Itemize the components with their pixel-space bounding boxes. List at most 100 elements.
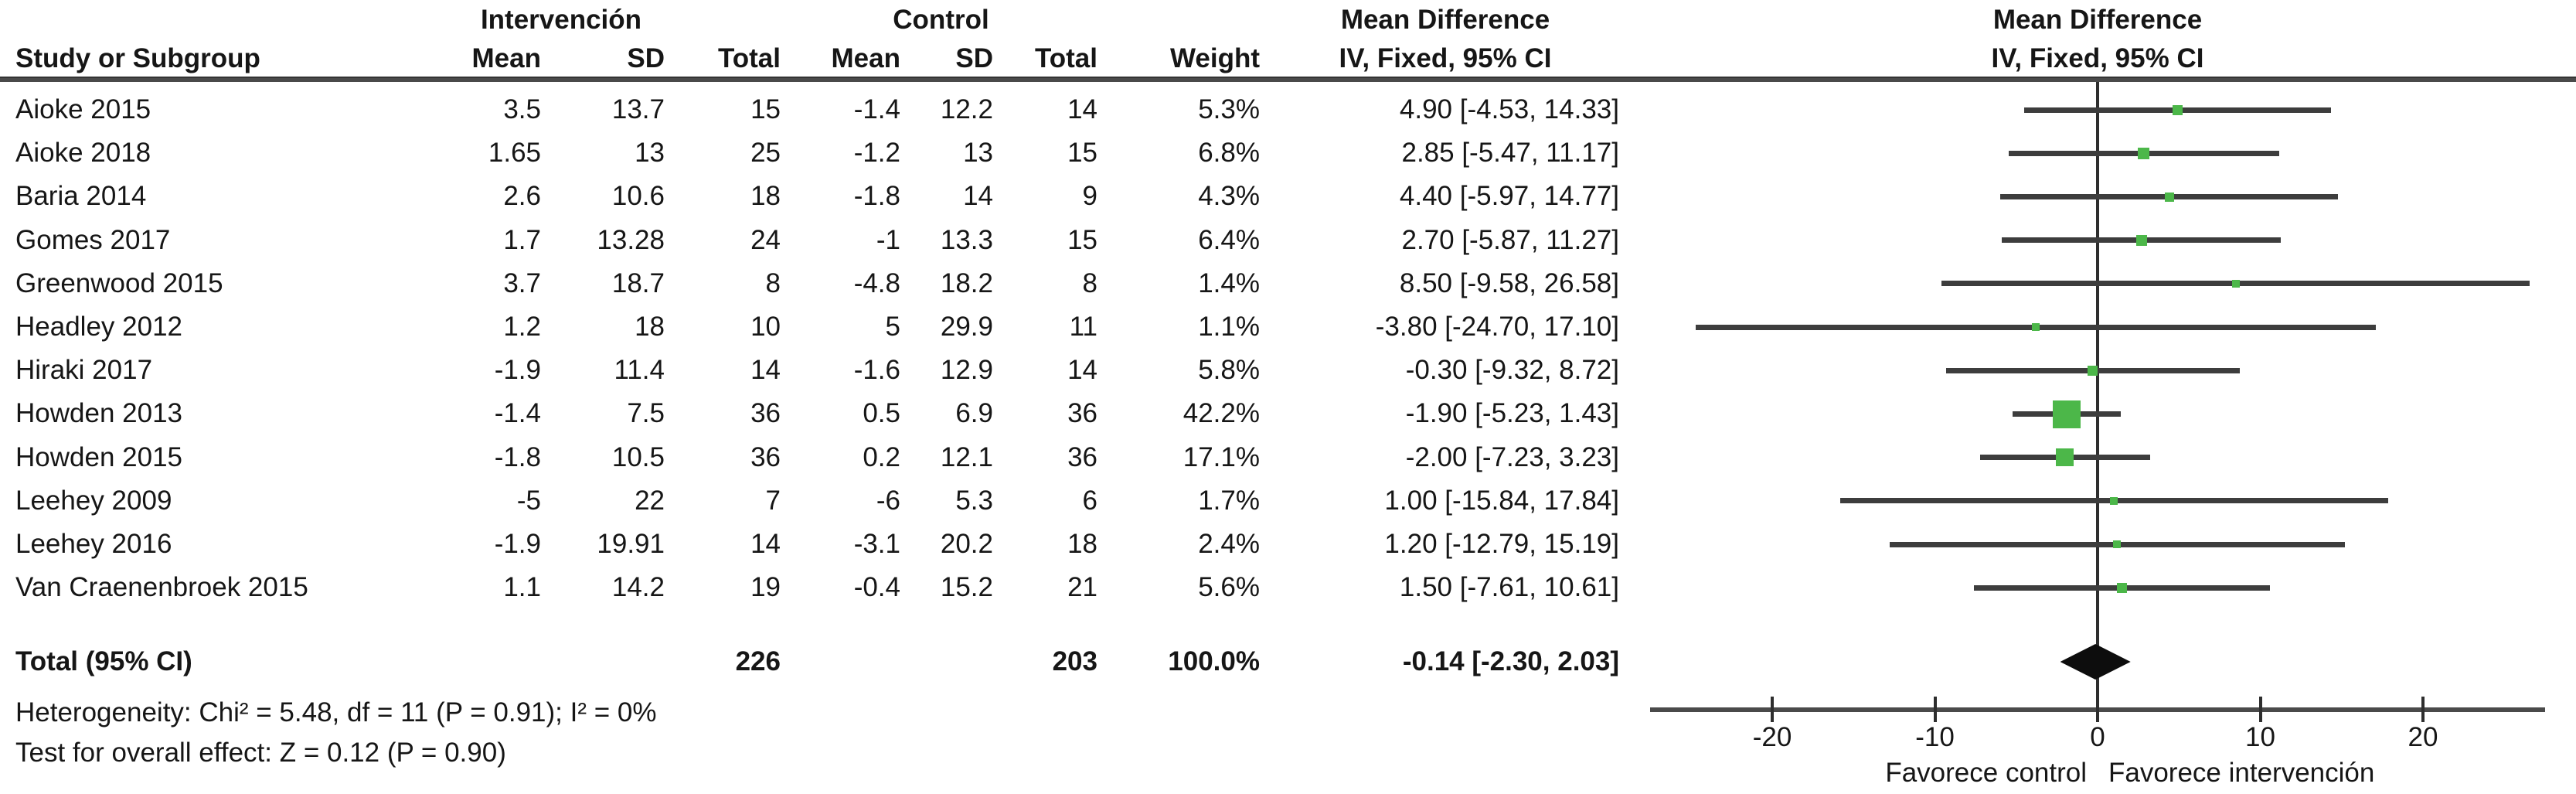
ctrl-mean-value: -1.8 [853,181,900,212]
int-total-value: 10 [750,312,781,342]
ctrl-sd-value: 12.2 [940,94,993,124]
ctrl-mean-value: -0.4 [853,572,900,603]
study-row: Leehey 2009 -5 22 7 -6 5.3 6 1.7% 1.00 [-15.84, … [0,479,1631,523]
study-name: Howden 2015 [15,441,182,472]
study-name: Aioke 2015 [15,94,151,124]
int-total-value: 18 [750,181,781,212]
column-header-iv-fixed-ci-text: IV, Fixed, 95% CI [1339,43,1552,73]
effect-marker [2117,582,2128,593]
column-header-int-total: Total [717,43,781,73]
weight-value: 6.4% [1198,224,1260,255]
int-mean-value: -1.9 [494,355,541,386]
int-total-value: 24 [750,224,781,255]
weight-value: 4.3% [1198,181,1260,212]
int-total-value: 15 [750,94,781,124]
ci-text-value: -1.90 [-5.23, 1.43] [1405,398,1619,429]
int-mean-value: 2.6 [503,181,541,212]
effect-marker [2053,400,2081,428]
int-sd-value: 13.28 [597,224,665,255]
study-name: Aioke 2018 [15,138,151,169]
int-sd-value: 14.2 [611,572,665,603]
column-header-ctrl-total: Total [1034,43,1097,73]
int-total-value: 19 [750,572,781,603]
study-row: Greenwood 2015 3.7 18.7 8 -4.8 18.2 8 1.4% 8.50 … [0,262,1631,305]
study-row: Leehey 2016 -1.9 19.91 14 -3.1 20.2 18 2.4% 1.20… [0,523,1631,566]
study-name: Howden 2013 [15,398,182,429]
ctrl-mean-value: -3.1 [853,529,900,559]
study-row: Aioke 2015 3.5 13.7 15 -1.4 12.2 14 5.3% 4.90 [-… [0,88,1631,131]
ctrl-sd-value: 12.9 [940,355,993,386]
int-mean-value: -1.8 [494,441,541,472]
ctrl-mean-value: 0.2 [863,441,900,472]
ctrl-sd-value: 13 [963,138,993,169]
column-header-mean-difference-text: Mean Difference [1340,5,1550,35]
favors-intervention-label: Favorece intervención [2108,758,2375,788]
int-sd-value: 7.5 [627,398,665,429]
column-header-ctrl-sd: SD [955,43,993,73]
total-ci-text: -0.14 [-2.30, 2.03] [1402,646,1619,676]
effect-marker [2113,540,2122,549]
column-header-ctrl-mean: Mean [831,43,900,73]
ctrl-mean-value: -4.8 [853,268,900,298]
ctrl-sd-value: 29.9 [940,312,993,342]
axis-tick-label: 10 [2245,722,2275,752]
column-header-int-mean: Mean [471,43,541,73]
int-total-value: 36 [750,441,781,472]
ci-text-value: 2.85 [-5.47, 11.17] [1401,138,1619,169]
ctrl-sd-value: 12.1 [940,441,993,472]
int-sd-value: 13.7 [611,94,665,124]
ci-text-value: -3.80 [-24.70, 17.10] [1375,312,1619,342]
study-row: Baria 2014 2.6 10.6 18 -1.8 14 9 4.3% 4.40 [-5.9… [0,175,1631,218]
ci-text-value: -2.00 [-7.23, 3.23] [1405,441,1619,472]
ctrl-total-value: 36 [1067,398,1097,429]
axis-tick-label: -20 [1752,722,1792,752]
effect-marker [2231,279,2240,288]
ctrl-mean-value: -1.4 [853,94,900,124]
group-header-control: Control [893,5,989,35]
study-row: Howden 2015 -1.8 10.5 36 0.2 12.1 36 17.1% -2.00… [0,436,1631,479]
heterogeneity-note: Heterogeneity: Chi² = 5.48, df = 11 (P =… [15,697,657,728]
int-sd-value: 13 [635,138,665,169]
int-mean-value: -5 [516,485,541,516]
column-header-weight: Weight [1169,43,1260,73]
int-mean-value: 1.7 [503,224,541,255]
int-sd-value: 18.7 [611,268,665,298]
ctrl-total-value: 36 [1067,441,1097,472]
ctrl-sd-value: 14 [963,181,993,212]
ci-text-value: 4.90 [-4.53, 14.33] [1399,94,1619,124]
int-mean-value: 3.5 [503,94,541,124]
effect-marker [2110,496,2118,505]
weight-value: 2.4% [1198,529,1260,559]
study-name: Hiraki 2017 [15,355,153,386]
int-total-value: 14 [750,355,781,386]
study-name: Leehey 2016 [15,529,172,559]
study-name: Gomes 2017 [15,224,171,255]
ctrl-total-value: 14 [1067,355,1097,386]
ctrl-total-value: 14 [1067,94,1097,124]
total-weight: 100.0% [1168,646,1260,676]
int-sd-value: 22 [635,485,665,516]
int-total-value: 25 [750,138,781,169]
effect-marker [2164,192,2174,202]
ci-text-value: 1.00 [-15.84, 17.84] [1384,485,1619,516]
ci-text-value: -0.30 [-9.32, 8.72] [1405,355,1619,386]
int-total-value: 14 [750,529,781,559]
axis-tick [2258,697,2262,722]
weight-value: 5.3% [1198,94,1260,124]
study-row: Gomes 2017 1.7 13.28 24 -1 13.3 15 6.4% 2.70 [-5… [0,219,1631,262]
int-total-value: 8 [765,268,781,298]
weight-value: 1.1% [1198,312,1260,342]
plot-header-mean-difference: Mean Difference [1992,5,2203,35]
int-mean-value: -1.9 [494,529,541,559]
effect-marker [2135,234,2147,246]
int-sd-value: 10.5 [611,441,665,472]
weight-value: 6.8% [1198,138,1260,169]
favors-control-label: Favorece control [1885,758,2087,788]
axis-tick-label: 20 [2408,722,2438,752]
total-ctrl-total: 203 [1052,646,1097,676]
total-row: Total (95% CI) 226 203 100.0% -0.14 [-2.… [0,640,1631,683]
ci-text-value: 2.70 [-5.87, 11.27] [1401,224,1619,255]
ci-text-value: 8.50 [-9.58, 26.58] [1399,268,1619,298]
column-header-study: Study or Subgroup [15,43,260,73]
